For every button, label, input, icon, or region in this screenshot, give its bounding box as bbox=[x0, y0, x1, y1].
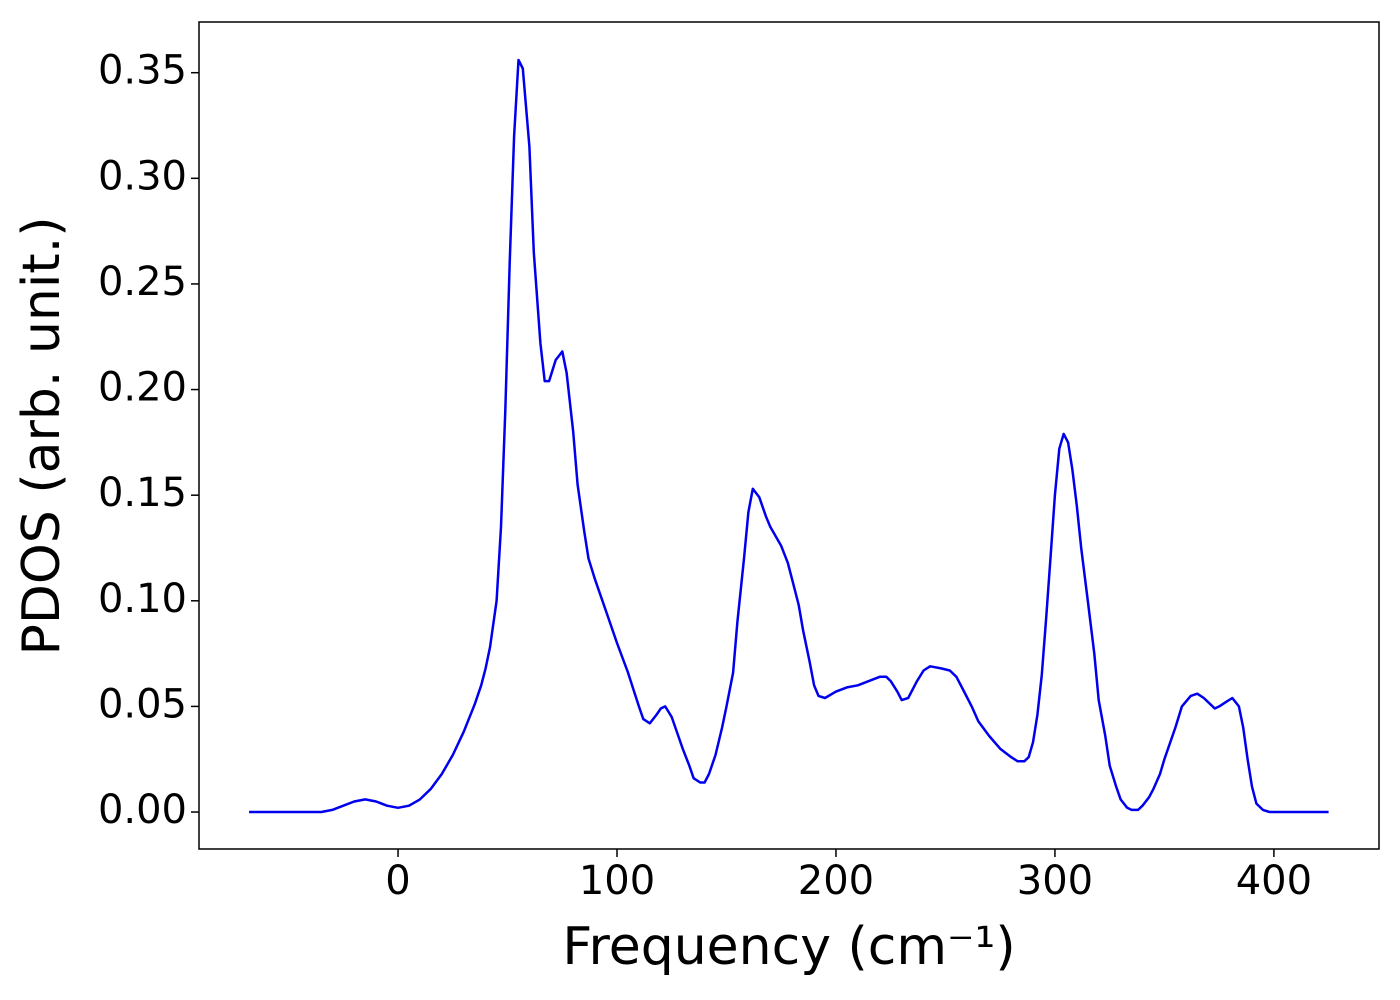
y-tick-label: 0.10 bbox=[98, 576, 187, 622]
x-tick-label: 0 bbox=[385, 858, 410, 904]
plot-frame bbox=[198, 21, 1380, 850]
pdos-line bbox=[249, 58, 1329, 814]
y-tick-label: 0.25 bbox=[98, 259, 187, 305]
y-tick-label: 0.00 bbox=[98, 787, 187, 833]
y-tick-label: 0.30 bbox=[98, 153, 187, 199]
y-tick-label: 0.35 bbox=[98, 48, 187, 94]
x-tick-label: 300 bbox=[1017, 858, 1093, 904]
x-tick-label: 200 bbox=[798, 858, 874, 904]
y-axis-label: PDOS (arb. unit.) bbox=[12, 216, 72, 655]
y-tick-label: 0.15 bbox=[98, 470, 187, 516]
x-tick-label: 400 bbox=[1236, 858, 1312, 904]
y-tick-label: 0.20 bbox=[98, 365, 187, 411]
x-axis-label: Frequency (cm⁻¹) bbox=[562, 917, 1015, 977]
x-tick-label: 100 bbox=[579, 858, 655, 904]
y-tick-label: 0.05 bbox=[98, 681, 187, 727]
